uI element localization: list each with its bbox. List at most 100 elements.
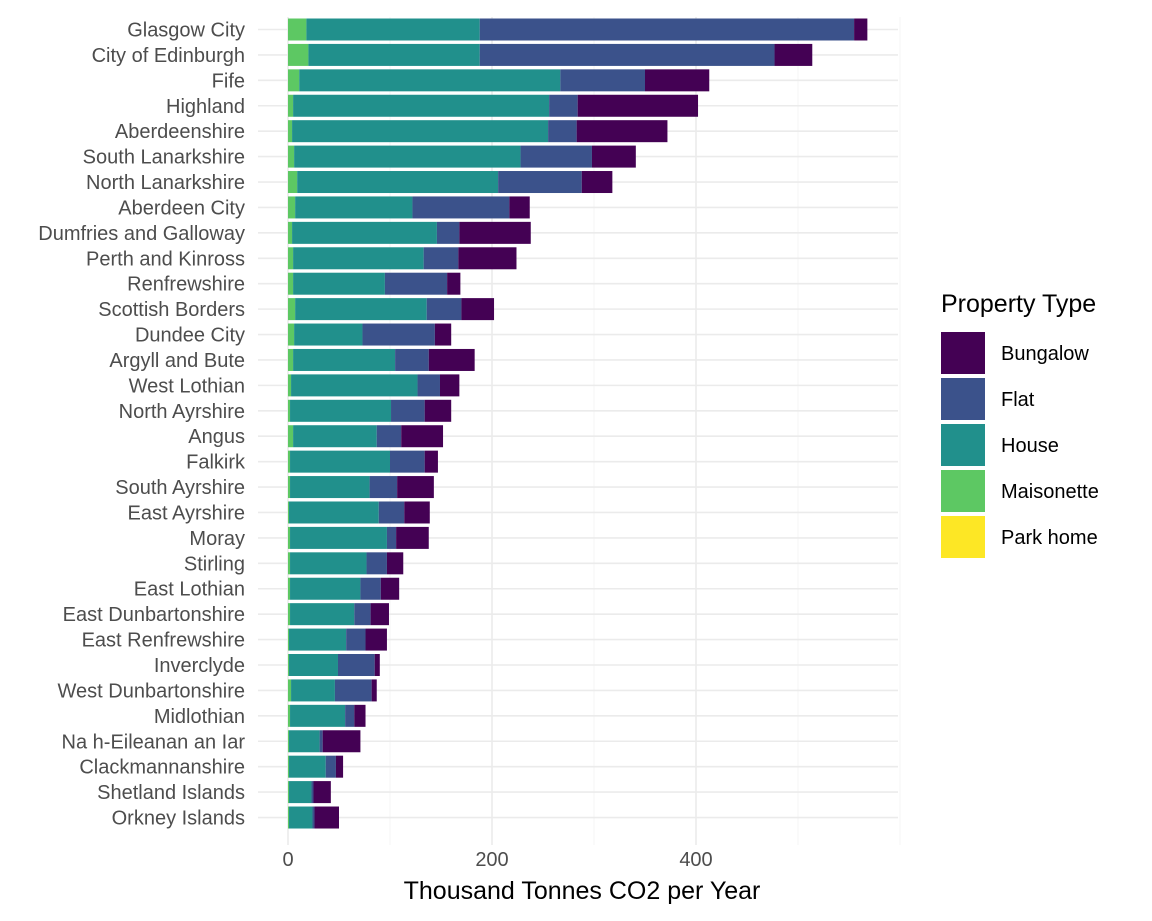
bar-segment-house: East Ayrshire – House: 88 <box>289 501 379 524</box>
bar-segment-flat: North Ayrshire – Flat: 33 <box>391 399 425 422</box>
bar-segment-bungalow: East Renfrewshire – Bungalow: 21 <box>365 628 387 651</box>
bar-segment-bungalow: Midlothian – Bungalow: 11 <box>354 704 366 727</box>
bar-segment-flat: Inverclyde – Flat: 36 <box>337 654 375 676</box>
bar-segment-maisonette: Clackmannanshire – Maisonette: 1 <box>288 755 290 778</box>
bar-segment-house: Scottish Borders – House: 129 <box>295 298 427 321</box>
bar-segment-flat: West Dunbartonshire – Flat: 36 <box>334 679 372 702</box>
bar-segment-maisonette: Perth and Kinross – Maisonette: 5 <box>288 247 294 270</box>
bar-segment-bungalow: Dumfries and Galloway – Bungalow: 70 <box>459 221 531 244</box>
y-tick-label: Perth and Kinross <box>86 248 245 270</box>
legend-label: Park home <box>1001 527 1098 549</box>
bar-segment-bungalow: North Ayrshire – Bungalow: 26 <box>424 399 452 422</box>
bar-segment-house: Glasgow City – House: 170 <box>306 18 480 41</box>
bar-segment-flat: Falkirk – Flat: 34 <box>390 450 425 473</box>
y-tick-label: East Dunbartonshire <box>63 604 245 626</box>
bar-segment-maisonette: Na h-Eileanan an Iar – Maisonette: 1 <box>288 730 290 753</box>
bar-segment-flat: Renfrewshire – Flat: 61 <box>384 272 448 295</box>
bar-segment-bungalow: Dundee City – Bungalow: 16 <box>434 323 452 346</box>
legend-label: House <box>1001 435 1059 457</box>
bar-segment-maisonette: East Ayrshire – Maisonette: 1 <box>288 501 290 524</box>
bar-segment-flat: Perth and Kinross – Flat: 34 <box>423 247 459 270</box>
bar-segment-house: Orkney Islands – House: 23 <box>289 806 313 829</box>
bar-segment-flat: East Dunbartonshire – Flat: 16 <box>354 603 371 626</box>
legend-key <box>941 378 985 420</box>
bar-segment-house: Na h-Eileanan an Iar – House: 30 <box>289 730 320 753</box>
y-tick-label: West Dunbartonshire <box>58 680 246 702</box>
bar-segment-maisonette: Aberdeen City – Maisonette: 7 <box>288 196 296 219</box>
bar-segment-flat: East Ayrshire – Flat: 25 <box>378 501 405 524</box>
y-tick-label: Scottish Borders <box>98 299 245 321</box>
bar-segment-maisonette: Fife – Maisonette: 11 <box>288 69 300 92</box>
bar-segment-bungalow: West Dunbartonshire – Bungalow: 5 <box>371 679 377 702</box>
bar-segment-maisonette: Shetland Islands – Maisonette: 1 <box>288 781 290 804</box>
bar-segment-bungalow: Na h-Eileanan an Iar – Bungalow: 37 <box>322 730 361 753</box>
bar-segment-flat: West Lothian – Flat: 22 <box>417 374 440 397</box>
bar-segment-house: East Lothian – House: 69 <box>290 577 361 600</box>
bar-segment-flat: Fife – Flat: 83 <box>560 69 645 92</box>
y-tick-label: Falkirk <box>186 452 246 474</box>
bar-segment-house: South Lanarkshire – House: 222 <box>294 145 521 168</box>
legend-key <box>941 470 985 512</box>
legend-label: Bungalow <box>1001 343 1089 365</box>
legend-label: Flat <box>1001 389 1035 411</box>
bar-segment-house: Stirling – House: 75 <box>290 552 367 575</box>
y-tick-label: North Ayrshire <box>119 401 245 423</box>
bar-segment-flat: East Lothian – Flat: 20 <box>360 577 381 600</box>
bar-segment-bungalow: Stirling – Bungalow: 16 <box>386 552 404 575</box>
bar-segment-maisonette: Angus – Maisonette: 5 <box>288 425 294 448</box>
bar-segment-flat: Moray – Flat: 9 <box>386 526 397 549</box>
bar-segment-maisonette: South Lanarkshire – Maisonette: 6 <box>288 145 295 168</box>
bar-segment-house: Shetland Islands – House: 22 <box>289 781 312 804</box>
y-tick-label: Glasgow City <box>127 20 245 42</box>
x-tick-label: 0 <box>282 849 293 871</box>
bar-segment-house: South Ayrshire – House: 78 <box>290 476 370 499</box>
y-tick-label: Shetland Islands <box>97 782 245 804</box>
y-tick-label: Fife <box>212 70 245 92</box>
bar-segment-house: Falkirk – House: 98 <box>290 450 390 473</box>
bar-segment-bungalow: Aberdeenshire – Bungalow: 89 <box>576 120 668 143</box>
legend-title: Property Type <box>941 290 1096 318</box>
bar-segment-maisonette: Highland – Maisonette: 5 <box>288 94 294 117</box>
bar-segment-maisonette: Moray – Maisonette: 2 <box>288 526 291 549</box>
bar-segment-house: Clackmannanshire – House: 36 <box>289 755 326 778</box>
bar-segment-bungalow: West Lothian – Bungalow: 19 <box>439 374 460 397</box>
bar-segment-house: West Lothian – House: 124 <box>291 374 418 397</box>
bar-segment-flat: Argyll and Bute – Flat: 33 <box>395 348 429 371</box>
bar-segment-maisonette: East Renfrewshire – Maisonette: 1 <box>288 628 290 651</box>
legend-label: Maisonette <box>1001 481 1099 503</box>
bar-segment-maisonette: City of Edinburgh – Maisonette: 20 <box>288 43 309 66</box>
y-tick-label: West Lothian <box>129 375 245 397</box>
bar-segment-maisonette: Midlothian – Maisonette: 2 <box>288 704 291 727</box>
bar-segment-maisonette: Scottish Borders – Maisonette: 7 <box>288 298 296 321</box>
bar-segment-house: Aberdeenshire – House: 251 <box>292 120 549 143</box>
y-tick-label: City of Edinburgh <box>92 45 245 67</box>
bar-segment-house: Highland – House: 251 <box>293 94 550 117</box>
bar-segment-maisonette: Dumfries and Galloway – Maisonette: 4 <box>288 221 293 244</box>
bar-segment-flat: South Lanarkshire – Flat: 70 <box>520 145 592 168</box>
legend: Property Type Bungalow Flat House Maisonett… <box>941 290 1099 558</box>
bar-segment-bungalow: Moray – Bungalow: 32 <box>396 526 429 549</box>
x-axis-ticks: 0 200 400 <box>282 849 712 871</box>
y-tick-label: East Renfrewshire <box>82 630 245 652</box>
y-tick-label: Angus <box>188 426 245 448</box>
bar-segment-maisonette: Argyll and Bute – Maisonette: 5 <box>288 348 294 371</box>
bar-segment-house: Angus – House: 82 <box>293 425 377 448</box>
y-tick-label: Clackmannanshire <box>79 757 245 779</box>
bar-segment-maisonette: East Dunbartonshire – Maisonette: 2 <box>288 603 291 626</box>
bar-segment-maisonette: South Ayrshire – Maisonette: 2 <box>288 476 291 499</box>
bar-segment-bungalow: East Ayrshire – Bungalow: 25 <box>404 501 430 524</box>
bars: Glasgow City – Maisonette: 18Glasgow Cit… <box>288 18 868 829</box>
bar-segment-bungalow: Renfrewshire – Bungalow: 13 <box>447 272 461 295</box>
y-tick-label: Dumfries and Galloway <box>38 223 245 245</box>
bar-segment-maisonette: West Dunbartonshire – Maisonette: 3 <box>288 679 292 702</box>
bar-segment-bungalow: Glasgow City – Bungalow: 13 <box>854 18 868 41</box>
bar-segment-house: East Dunbartonshire – House: 63 <box>290 603 355 626</box>
y-tick-label: North Lanarkshire <box>86 172 245 194</box>
y-tick-label: South Ayrshire <box>115 477 245 499</box>
y-tick-label: Na h-Eileanan an Iar <box>62 731 246 753</box>
bar-segment-house: City of Edinburgh – House: 168 <box>308 43 480 66</box>
bar-segment-maisonette: Stirling – Maisonette: 2 <box>288 552 291 575</box>
y-axis-labels: Glasgow City City of Edinburgh Fife Highlan… <box>38 20 246 830</box>
